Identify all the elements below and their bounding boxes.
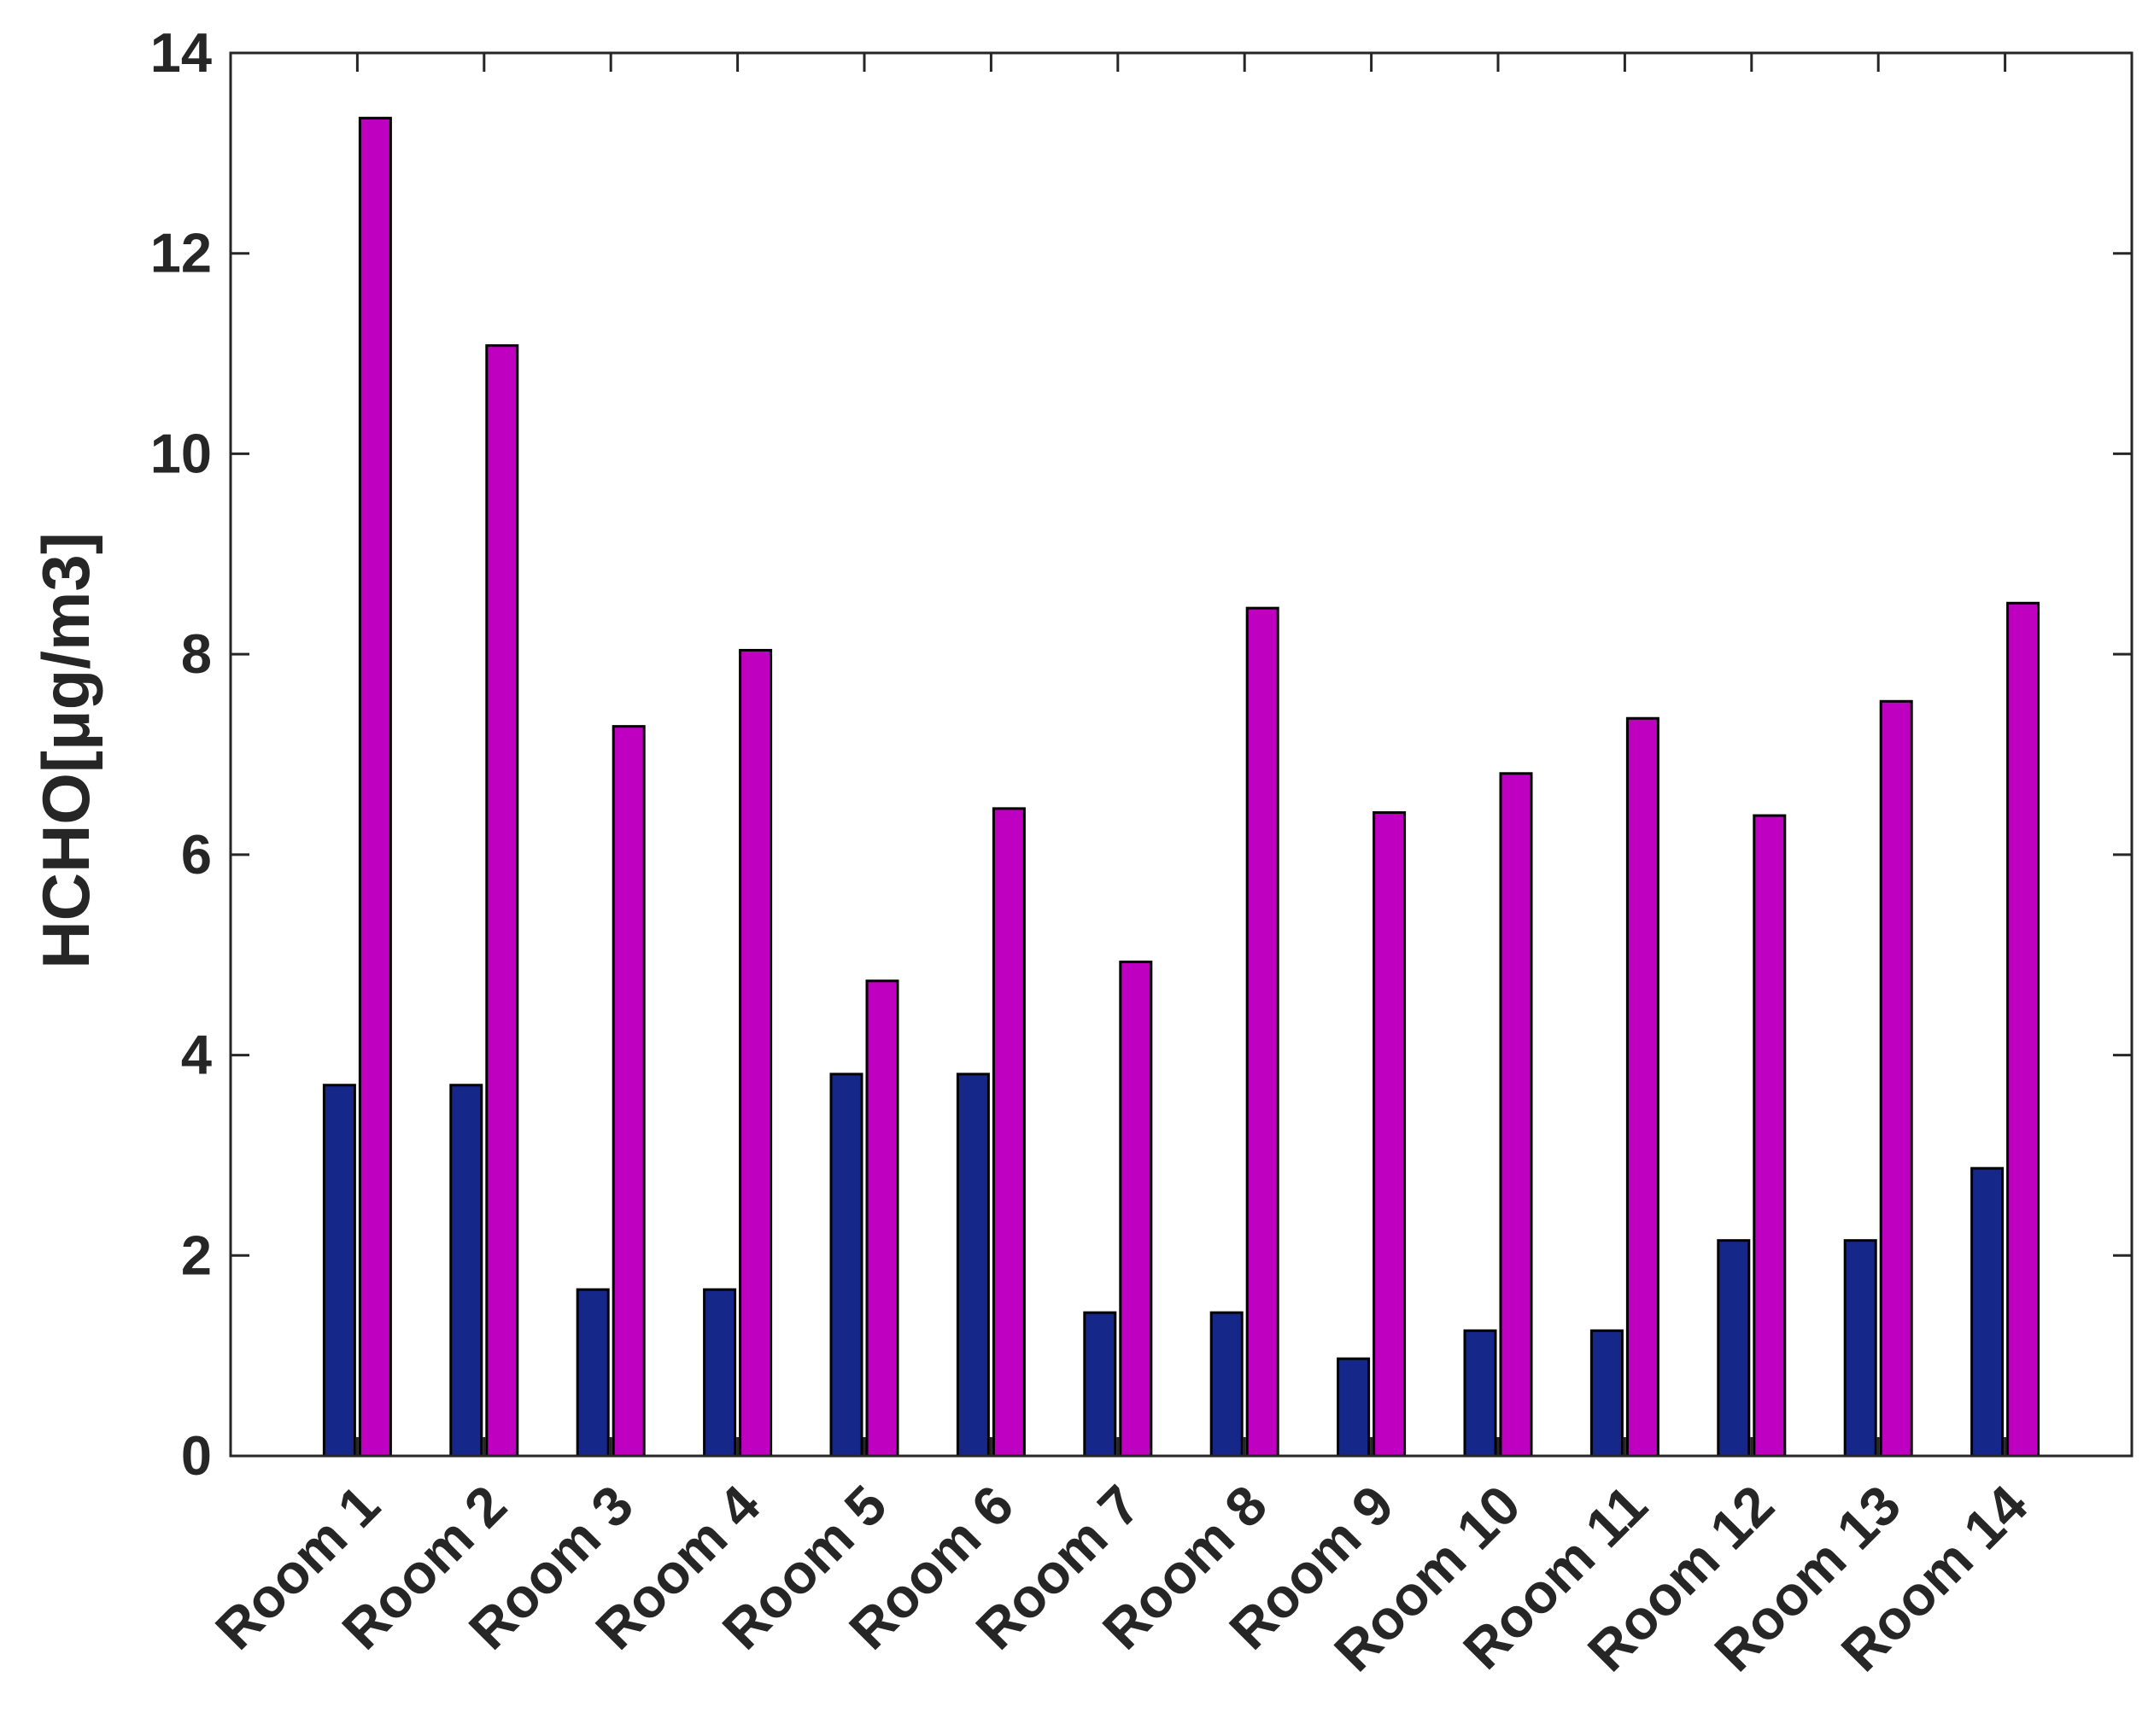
bar <box>449 1084 483 1458</box>
bar <box>865 979 899 1458</box>
bar <box>576 1288 610 1458</box>
bar <box>1245 606 1279 1458</box>
bar <box>1589 1329 1624 1458</box>
bar <box>1083 1311 1117 1458</box>
bar <box>2006 601 2040 1458</box>
bar <box>1879 699 1913 1458</box>
bar <box>1625 716 1659 1458</box>
bar <box>992 807 1026 1458</box>
y-tick-label: 6 <box>181 823 212 886</box>
bar <box>1499 772 1533 1458</box>
bar <box>1337 1357 1371 1458</box>
y-tick-label: 10 <box>150 422 212 484</box>
bar <box>956 1073 990 1458</box>
bar <box>1463 1329 1497 1458</box>
bar <box>1119 960 1153 1458</box>
bar <box>829 1073 863 1458</box>
bar <box>1753 814 1787 1458</box>
y-tick-label: 12 <box>150 222 212 284</box>
bar <box>1717 1239 1751 1458</box>
bar <box>703 1288 737 1458</box>
bar <box>612 725 646 1458</box>
bar <box>1209 1311 1244 1458</box>
y-axis-label: HCHO[μg/m3] <box>28 532 103 968</box>
bar <box>485 344 519 1458</box>
y-tick-label: 8 <box>181 623 212 685</box>
y-tick-label: 14 <box>150 21 212 84</box>
y-tick-label: 2 <box>181 1224 212 1286</box>
plot-frame <box>229 51 2134 1458</box>
bar <box>1373 811 1407 1458</box>
bar <box>1970 1166 2005 1458</box>
bar <box>322 1084 356 1458</box>
bar <box>358 116 392 1458</box>
y-tick-label: 0 <box>181 1424 212 1487</box>
y-tick-label: 4 <box>181 1024 212 1086</box>
bar <box>739 648 773 1458</box>
bar <box>1843 1239 1877 1458</box>
